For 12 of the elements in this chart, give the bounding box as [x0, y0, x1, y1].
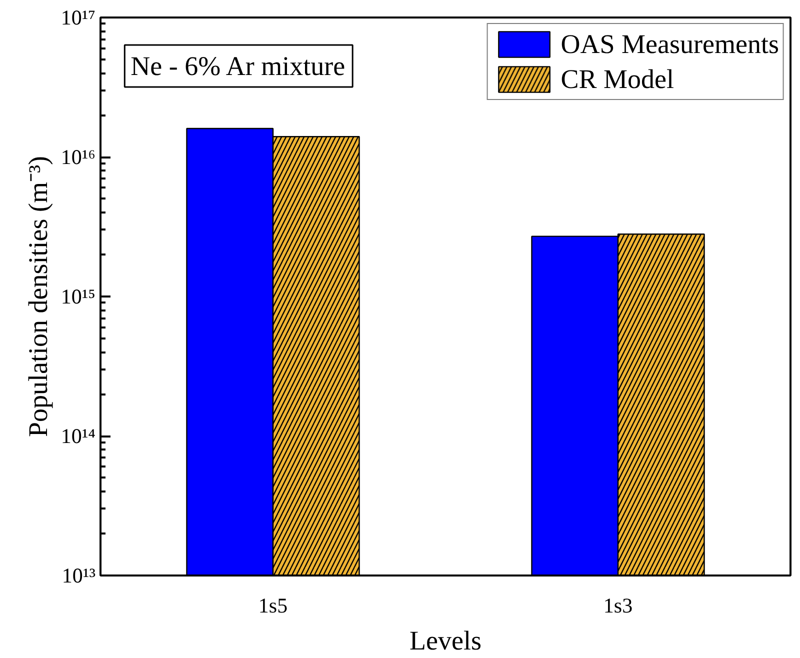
y-tick-label: 10¹⁷ [60, 6, 96, 30]
x-tick-label: 1s5 [258, 594, 288, 618]
y-tick-label: 10¹⁴ [60, 424, 96, 448]
x-axis-title: Levels [410, 626, 482, 656]
legend-label: OAS Measurements [560, 28, 779, 60]
annotation: Ne - 6% Ar mixture [130, 51, 346, 82]
y-axis-title: Population densities (m⁻³) [22, 156, 53, 438]
y-tick-label: 10¹³ [62, 564, 96, 588]
y-tick-label: 10¹⁶ [60, 145, 96, 169]
legend-label: CR Model [560, 63, 674, 95]
x-tick-label: 1s3 [603, 594, 633, 618]
y-tick-label: 10¹⁵ [60, 284, 96, 308]
